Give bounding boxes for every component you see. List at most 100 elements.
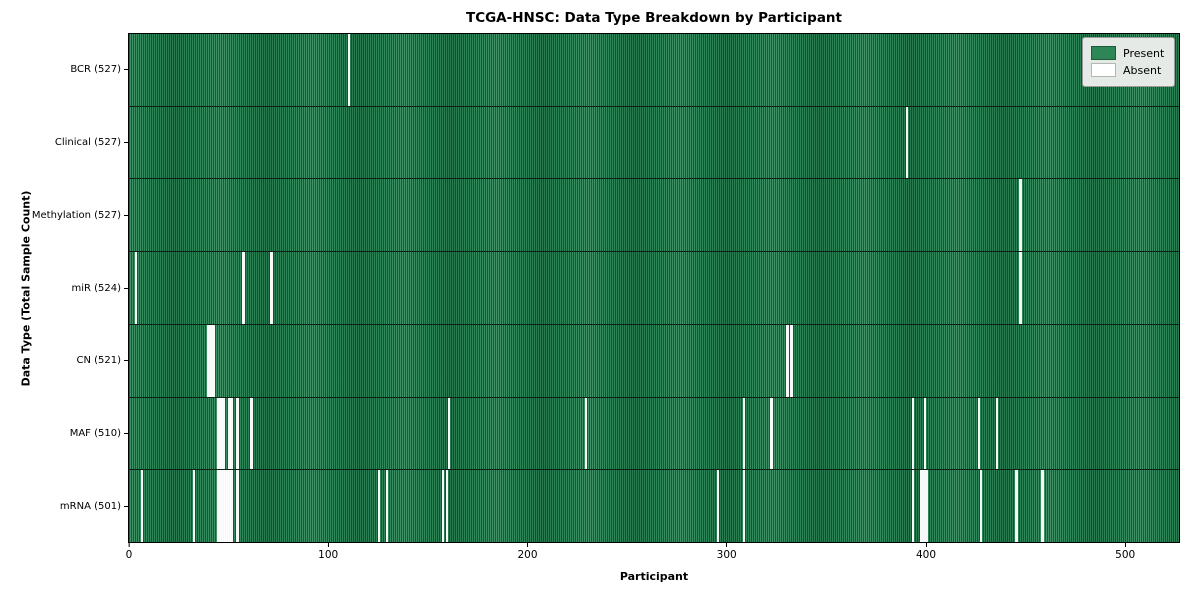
absent-gap: [270, 252, 273, 324]
absent-gap: [224, 470, 227, 543]
absent-gap: [212, 324, 215, 397]
absent-gap: [236, 470, 239, 543]
y-tick-label-text: mRNA (501): [59, 501, 121, 513]
absent-gap: [242, 252, 245, 324]
absent-gap: [911, 397, 915, 470]
x-axis-label: Participant: [619, 570, 689, 583]
present-fill: [129, 470, 1179, 543]
y-tick-mark: [124, 360, 128, 362]
y-tick-mark: [124, 141, 128, 143]
absent-gap: [786, 324, 789, 397]
absent-gap: [921, 470, 925, 543]
absent-gap: [742, 397, 745, 470]
absent-gap: [1041, 470, 1044, 543]
x-tick-mark: [1124, 543, 1126, 547]
absent-gap: [210, 324, 213, 397]
plot-area: [128, 33, 1180, 543]
absent-gap: [770, 397, 773, 470]
x-tick-mark: [327, 543, 329, 547]
absent-gap: [923, 470, 927, 543]
heatmap-row-cn: [129, 324, 1179, 398]
x-tick-label-text: 500: [1115, 549, 1136, 561]
absent-gap: [250, 397, 253, 470]
absent-gap: [218, 397, 221, 470]
y-tick-maf: MAF (510): [0, 397, 128, 470]
absent-gap: [206, 324, 209, 397]
absent-gap: [228, 397, 231, 470]
absent-gap: [140, 470, 144, 543]
chart-title: TCGA-HNSC: Data Type Breakdown by Partic…: [465, 10, 842, 26]
legend-present-label: Present: [1123, 46, 1165, 60]
absent-swatch-icon: [1091, 63, 1116, 77]
y-tick-mrna: mRNA (501): [0, 470, 128, 543]
present-fill: [129, 252, 1179, 324]
absent-gap: [977, 397, 980, 470]
y-tick-mark: [124, 214, 128, 216]
y-tick-clinical: Clinical (527): [0, 106, 128, 179]
heatmap-row-bcr: [129, 34, 1179, 107]
present-swatch-icon: [1091, 46, 1116, 60]
heatmap-row-mir: [129, 252, 1179, 325]
absent-gap: [377, 470, 381, 543]
absent-gap: [236, 397, 239, 470]
absent-gap: [923, 397, 927, 470]
absent-gap: [192, 470, 195, 543]
y-tick-bcr: BCR (527): [0, 33, 128, 106]
present-fill: [129, 106, 1179, 179]
x-tick-label-text: 300: [716, 549, 737, 561]
present-fill: [129, 324, 1179, 397]
y-tick-label-text: Clinical (527): [54, 136, 121, 148]
legend-absent-label: Absent: [1123, 63, 1162, 77]
x-tick-mark: [526, 543, 528, 547]
y-tick-mark: [124, 506, 128, 508]
x-tick-200: 200: [517, 543, 538, 561]
absent-gap: [742, 470, 745, 543]
y-tick-label-text: MAF (510): [69, 428, 121, 440]
absent-gap: [348, 34, 351, 106]
absent-gap: [1015, 470, 1018, 543]
absent-gap: [220, 470, 223, 543]
absent-gap: [585, 397, 588, 470]
absent-gap: [1019, 179, 1022, 252]
x-tick-100: 100: [318, 543, 338, 561]
y-tick-mark: [124, 68, 128, 70]
absent-gap: [208, 324, 211, 397]
absent-gap: [134, 252, 138, 324]
x-tick-label-text: 100: [318, 549, 339, 561]
absent-gap: [226, 470, 229, 543]
y-tick-methylation: Methylation (527): [0, 179, 128, 252]
absent-gap: [441, 470, 444, 543]
absent-gap: [445, 470, 448, 543]
absent-gap: [216, 470, 219, 543]
x-tick-mark: [128, 543, 130, 547]
heatmap-row-maf: [129, 397, 1179, 471]
absent-gap: [925, 470, 929, 543]
x-tick-400: 400: [916, 543, 936, 561]
y-tick-cn: CN (521): [0, 324, 128, 397]
absent-gap: [447, 397, 450, 470]
y-tick-label-text: Methylation (527): [31, 209, 121, 221]
x-tick-label-text: 400: [915, 549, 937, 561]
absent-gap: [222, 470, 225, 543]
x-tick-label-text: 200: [517, 549, 538, 561]
x-tick-300: 300: [717, 543, 737, 561]
x-tick-label-text: 0: [125, 549, 133, 561]
present-fill: [129, 34, 1179, 106]
absent-gap: [228, 470, 231, 543]
absent-gap: [919, 470, 923, 543]
heatmap-row-mrna: [129, 470, 1179, 543]
absent-gap: [979, 470, 982, 543]
y-tick-mir: miR (524): [0, 252, 128, 325]
absent-gap: [385, 470, 389, 543]
absent-gap: [790, 324, 793, 397]
x-tick-labels: 0 100 200 300 400 500: [0, 543, 1200, 569]
y-tick-label-text: miR (524): [71, 282, 121, 294]
absent-gap: [218, 470, 221, 543]
absent-gap: [716, 470, 719, 543]
absent-gap: [911, 470, 915, 543]
y-tick-mark: [124, 433, 128, 435]
y-tick-labels: BCR (527) Clinical (527) Methylation (527)…: [0, 33, 128, 543]
y-tick-mark: [124, 287, 128, 289]
x-tick-500: 500: [1115, 543, 1135, 561]
